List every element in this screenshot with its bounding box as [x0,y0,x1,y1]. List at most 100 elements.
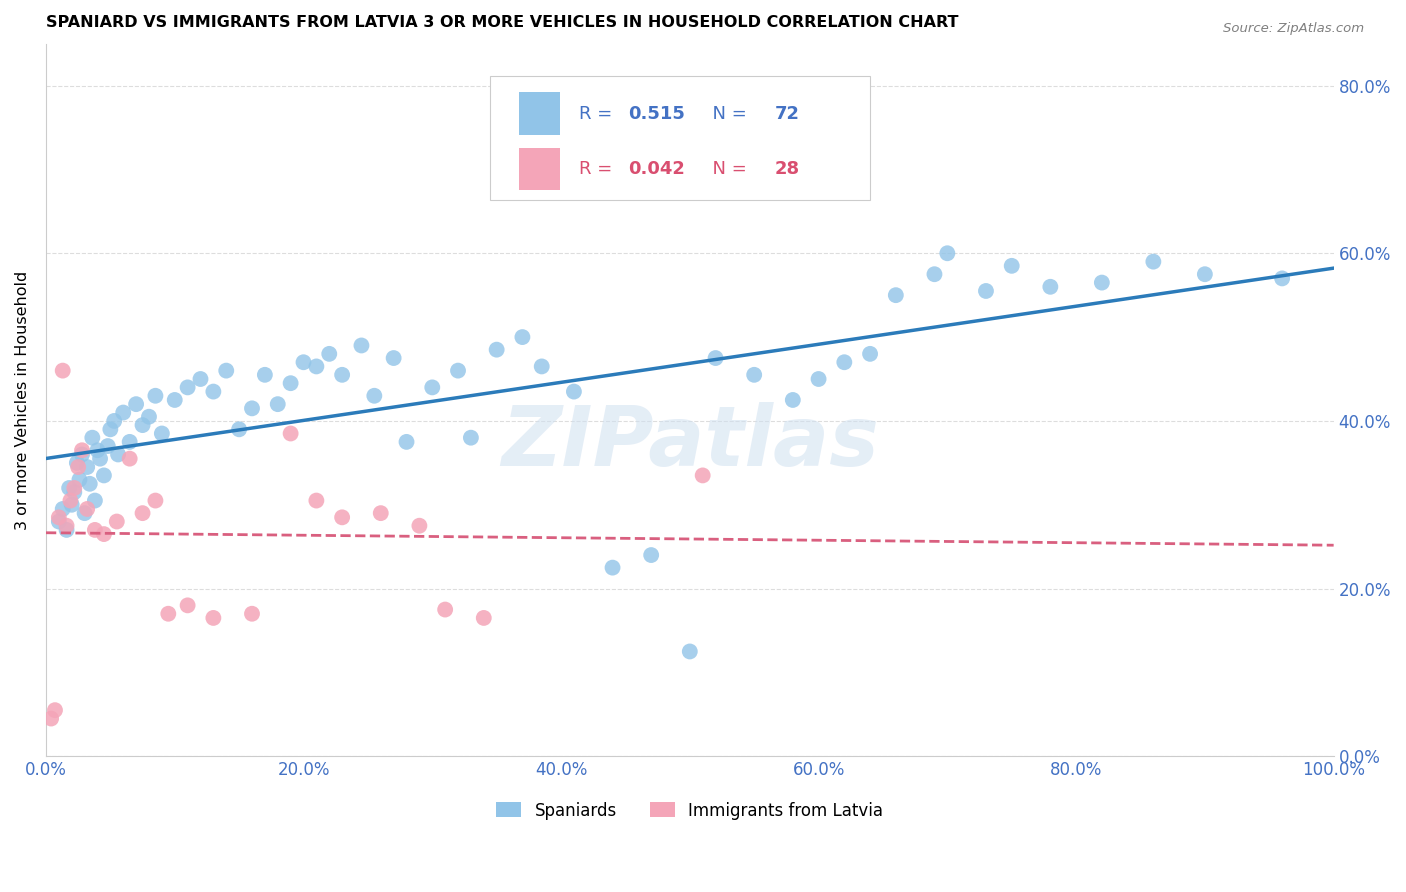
Point [228,422,250,436]
Point [98,422,121,436]
Point [83,523,105,537]
Text: 28: 28 [775,160,800,178]
Point [640,548,662,562]
Point [107,447,129,461]
Point [447,363,470,377]
Point [305,359,328,374]
Point [125,397,148,411]
Point [76,460,98,475]
Point [145,389,167,403]
FancyBboxPatch shape [519,93,560,136]
Point [859,347,882,361]
Point [79,476,101,491]
Point [176,380,198,394]
Point [1039,280,1062,294]
Point [1194,267,1216,281]
Point [83,493,105,508]
Point [131,418,153,433]
Point [807,372,830,386]
Point [138,409,160,424]
Point [112,405,135,419]
Point [460,431,482,445]
Point [330,510,353,524]
Point [1001,259,1024,273]
Point [602,560,624,574]
Point [48,510,70,524]
Point [82,431,104,445]
Point [63,481,86,495]
Point [512,330,534,344]
Legend: Spaniards, Immigrants from Latvia: Spaniards, Immigrants from Latvia [489,795,890,826]
Point [93,527,115,541]
Point [363,389,385,403]
Point [1091,276,1114,290]
Point [202,611,225,625]
Text: ZIPatlas: ZIPatlas [501,402,879,483]
Point [163,392,186,407]
Point [59,493,82,508]
Point [202,384,225,399]
Point [782,392,804,407]
Point [39,712,62,726]
Point [145,493,167,508]
Point [530,359,553,374]
Point [118,434,141,449]
Point [280,376,302,391]
Point [434,602,457,616]
Point [58,481,80,495]
Point [97,439,120,453]
Point [55,518,77,533]
Text: R =: R = [579,160,619,178]
Point [562,384,585,399]
FancyBboxPatch shape [519,148,560,190]
Text: R =: R = [579,104,619,123]
Point [44,703,66,717]
Point [1271,271,1294,285]
Point [704,351,727,365]
Point [318,347,340,361]
Point [86,443,108,458]
Point [190,372,212,386]
Point [60,498,83,512]
Point [834,355,856,369]
Point [305,493,328,508]
Point [350,338,373,352]
Y-axis label: 3 or more Vehicles in Household: 3 or more Vehicles in Household [15,270,30,530]
Point [974,284,997,298]
Point [692,468,714,483]
Text: 72: 72 [775,104,800,123]
Point [63,485,86,500]
Point [118,451,141,466]
Point [408,518,430,533]
Point [253,368,276,382]
Point [52,502,75,516]
FancyBboxPatch shape [491,76,870,201]
Point [292,355,315,369]
Point [382,351,405,365]
Point [89,451,111,466]
Point [93,468,115,483]
Point [48,515,70,529]
Point [70,443,93,458]
Point [485,343,508,357]
Point [215,363,238,377]
Point [150,426,173,441]
Point [472,611,495,625]
Point [395,434,418,449]
Point [105,515,128,529]
Point [267,397,290,411]
Point [1142,254,1164,268]
Point [66,456,89,470]
Point [884,288,907,302]
Point [936,246,959,260]
Point [55,523,77,537]
Point [679,644,702,658]
Point [924,267,946,281]
Point [76,502,98,516]
Point [280,426,302,441]
Point [157,607,180,621]
Text: N =: N = [702,104,752,123]
Text: SPANIARD VS IMMIGRANTS FROM LATVIA 3 OR MORE VEHICLES IN HOUSEHOLD CORRELATION C: SPANIARD VS IMMIGRANTS FROM LATVIA 3 OR … [46,15,959,30]
Text: N =: N = [702,160,752,178]
Point [73,506,96,520]
